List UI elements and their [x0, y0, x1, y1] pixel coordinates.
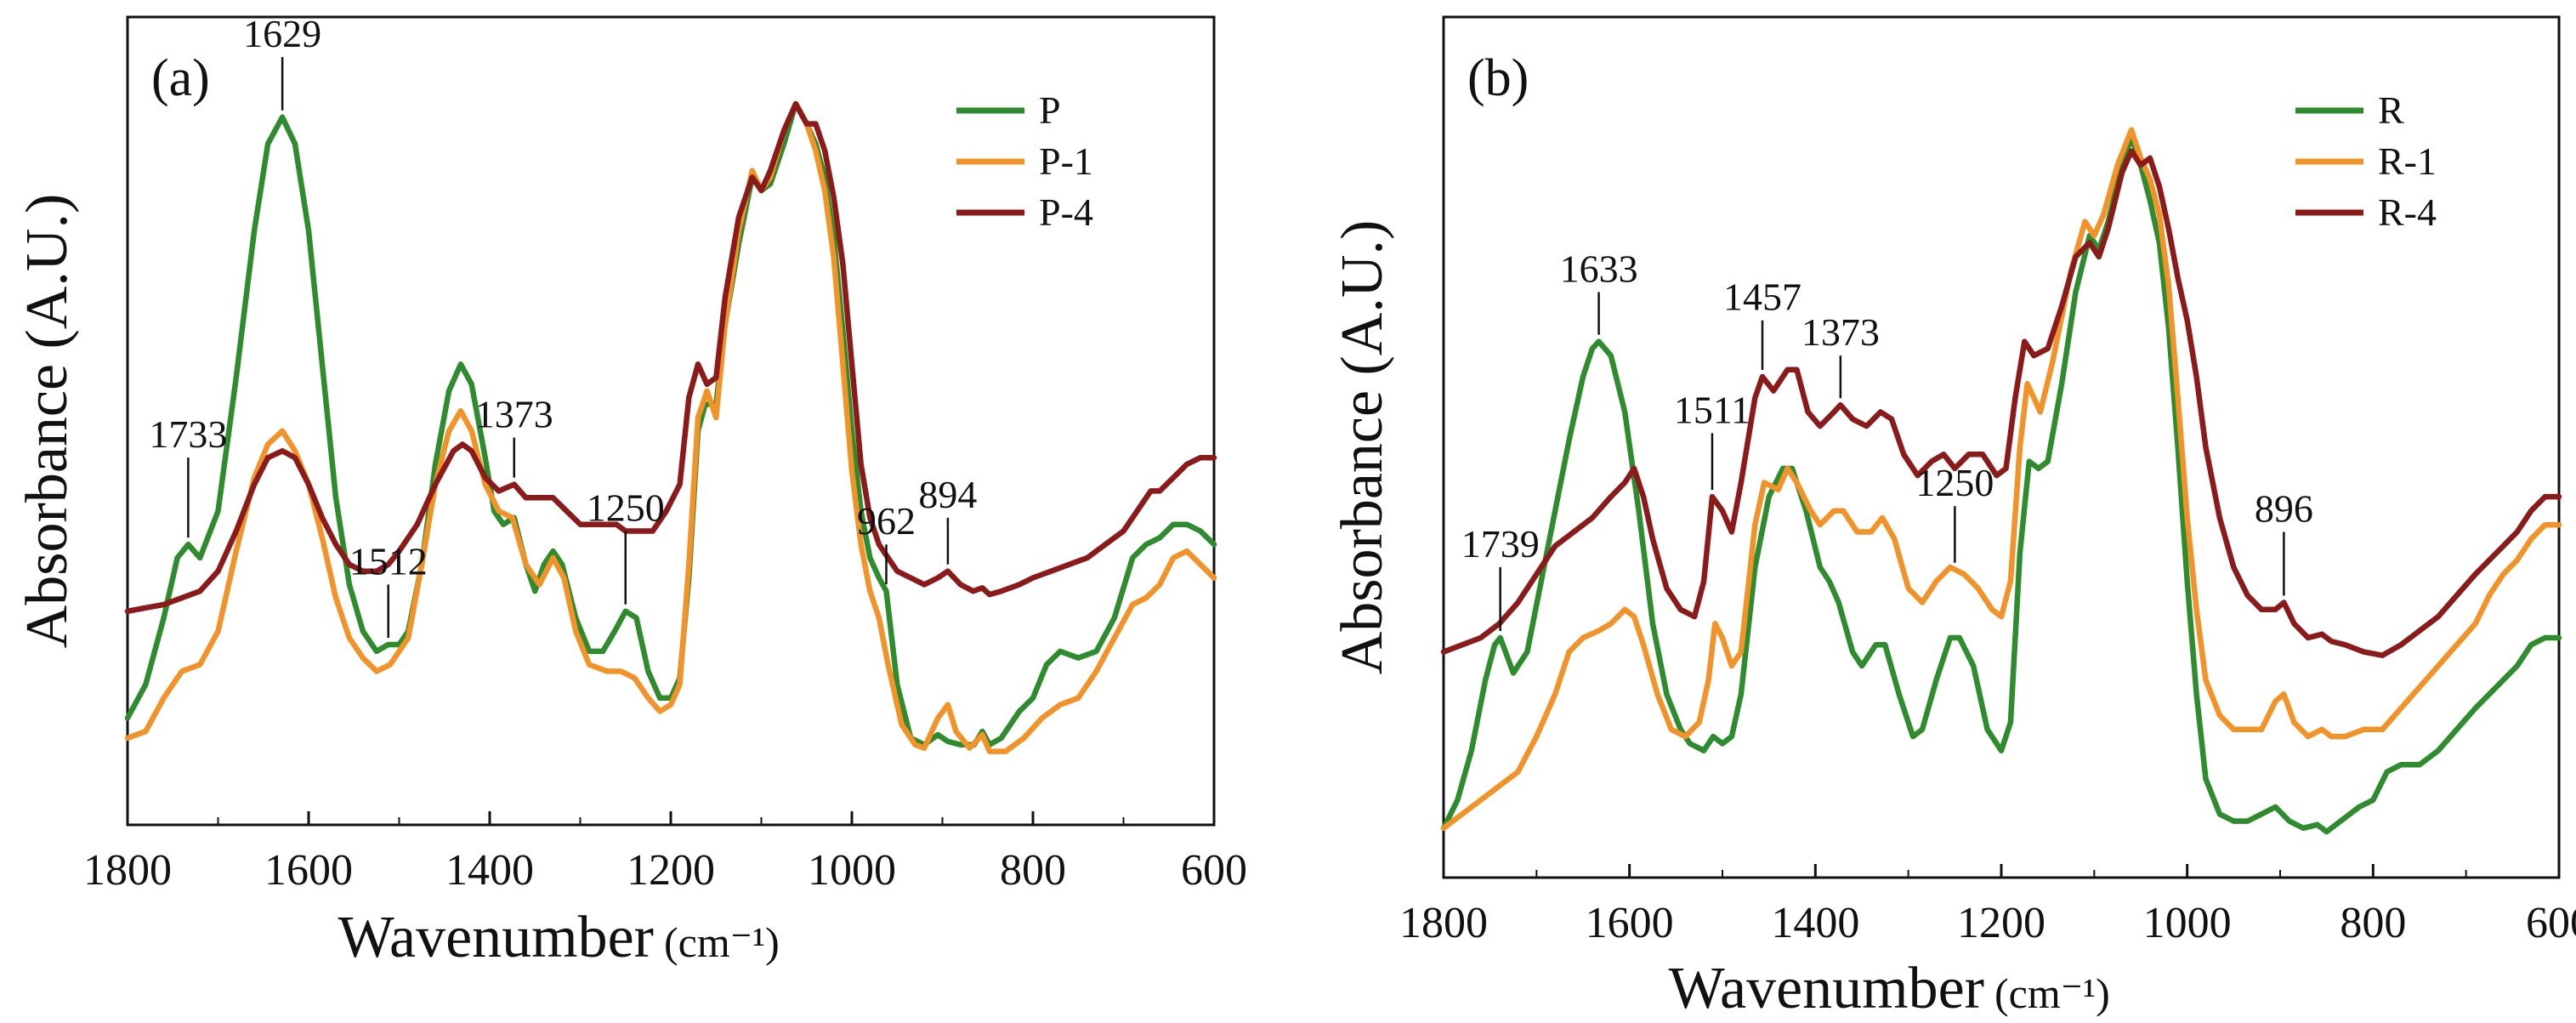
- peak-label: 894: [918, 473, 977, 516]
- panel-label: (a): [151, 49, 210, 107]
- peak-label: 1629: [243, 12, 321, 55]
- peak-label: 1250: [587, 486, 665, 530]
- panel-a: 1800 1600 1400 1200 1000 800 600 1733 1629 1512 13…: [14, 12, 1247, 970]
- x-tick-label: 600: [2526, 899, 2576, 947]
- peak-label: 1512: [349, 539, 428, 583]
- series-line-r: [1440, 134, 2562, 835]
- series-line-p-1: [124, 100, 1217, 754]
- panel-b: 1800 1600 1400 1200 1000 800 600 1739 1633 1511 14…: [1330, 15, 2576, 1021]
- series-line-p-4: [124, 100, 1217, 615]
- x-tick-label: 800: [2340, 899, 2406, 947]
- x-tick-label: 1400: [1771, 899, 1859, 947]
- y-axis-title: Absorbance (A.U.): [1330, 220, 1395, 675]
- peak-label: 1373: [1801, 310, 1880, 354]
- x-axis-title: Wavenumber: [338, 905, 654, 970]
- x-axis-title: Wavenumber: [1669, 956, 1984, 1021]
- x-tick-label: 1800: [83, 846, 172, 895]
- x-tick-label: 1800: [1399, 899, 1488, 947]
- x-tick-label: 800: [1000, 846, 1066, 895]
- peak-label: 1250: [1915, 461, 1994, 504]
- x-axis-unit: (cm⁻¹): [1994, 969, 2110, 1017]
- panel-label: (b): [1467, 49, 1529, 107]
- peak-label: 896: [2255, 487, 2313, 531]
- peak-label: 1739: [1461, 522, 1540, 565]
- legend-label: P-4: [1039, 190, 1093, 234]
- legend-label: R-4: [2378, 190, 2437, 234]
- x-tick-label: 1000: [2143, 899, 2232, 947]
- x-tick-label: 1400: [445, 846, 534, 895]
- legend-label: R: [2378, 88, 2404, 132]
- x-tick-label: 1200: [1957, 899, 2045, 947]
- peak-label: 962: [857, 499, 916, 543]
- series-line-r-1: [1440, 127, 2562, 832]
- legend-label: P: [1039, 88, 1061, 132]
- x-tick-label: 1200: [627, 846, 715, 895]
- peak-label: 1733: [149, 412, 227, 456]
- x-axis-unit: (cm⁻¹): [664, 918, 780, 966]
- x-tick-label: 600: [1181, 846, 1247, 895]
- peak-label: 1373: [475, 393, 553, 436]
- peak-label: 1511: [1674, 388, 1750, 431]
- x-tick-label: 1000: [808, 846, 896, 895]
- y-axis-title: Absorbance (A.U.): [14, 194, 80, 649]
- legend-label: R-1: [2378, 139, 2437, 183]
- legend-label: P-1: [1039, 139, 1093, 183]
- peak-label: 1457: [1723, 276, 1801, 319]
- peak-label: 1633: [1560, 247, 1638, 291]
- x-tick-label: 1600: [1586, 899, 1674, 947]
- series-line-r-4: [1440, 148, 2562, 658]
- x-tick-label: 1600: [264, 846, 353, 895]
